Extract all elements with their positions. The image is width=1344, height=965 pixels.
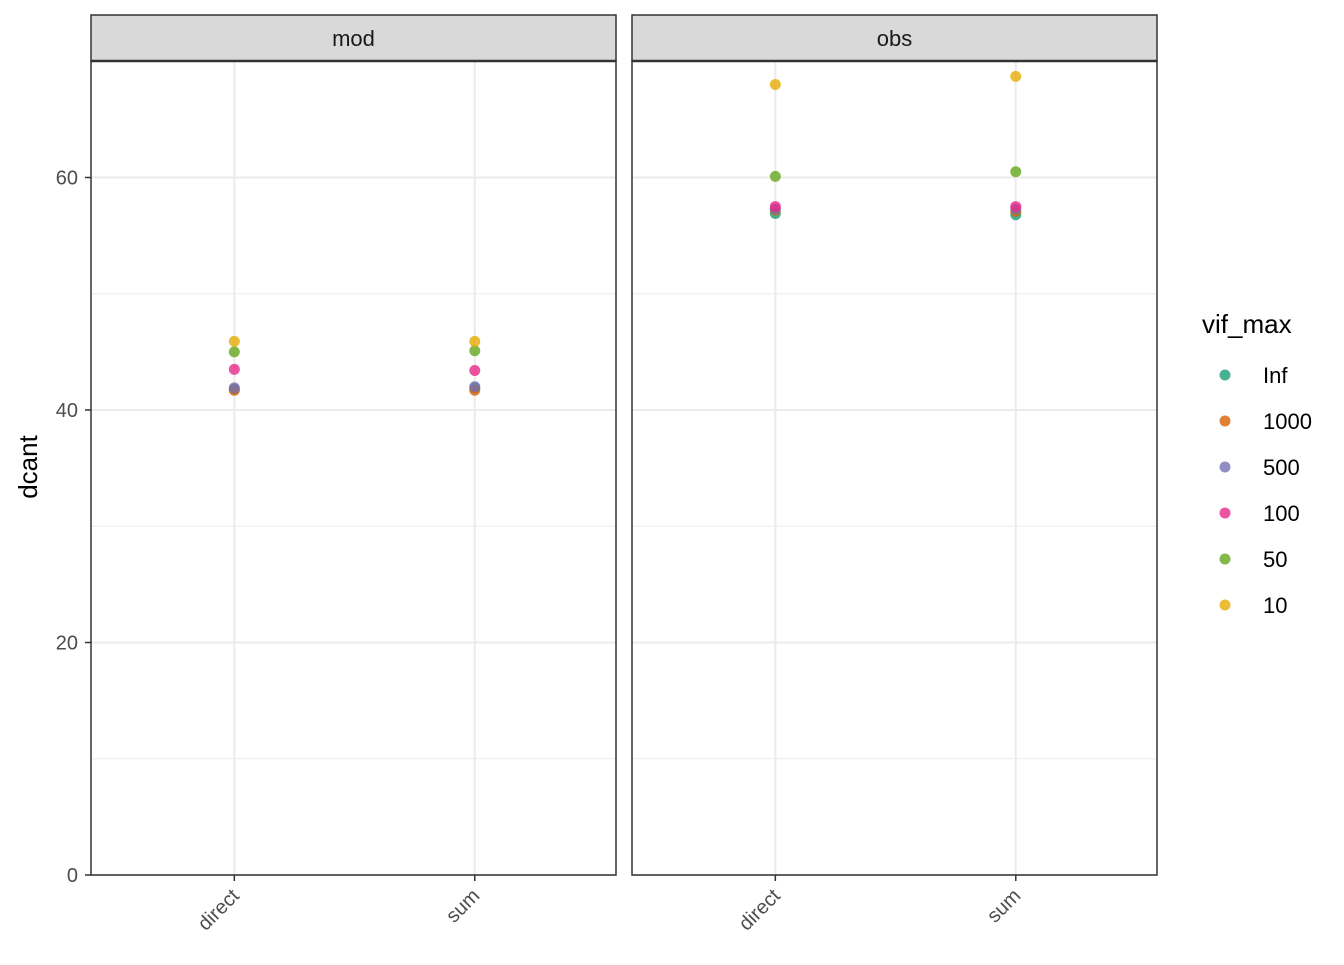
legend-label-500: 500 [1263, 455, 1300, 480]
data-point-mod-sum-500 [469, 381, 481, 393]
panel-background [91, 61, 616, 875]
legend-key-50 [1219, 553, 1231, 565]
facet-strip [631, 14, 1158, 62]
data-point-obs-direct-50 [769, 170, 781, 182]
legend-key-1000 [1219, 415, 1231, 427]
legend-key-Inf [1219, 369, 1231, 381]
data-point-mod-direct-10 [228, 335, 240, 347]
data-point-mod-direct-100 [228, 363, 240, 375]
data-point-mod-sum-100 [469, 364, 481, 376]
legend-key-500 [1219, 461, 1231, 473]
x-tick-label: direct [194, 885, 244, 935]
facet-label-mod: mod [332, 26, 375, 51]
legend-label-100: 100 [1263, 501, 1300, 526]
data-point-obs-direct-100 [769, 201, 781, 213]
x-tick-label: sum [442, 885, 484, 927]
data-point-mod-sum-50 [469, 345, 481, 357]
panel-background [632, 61, 1157, 875]
facet-strip [90, 14, 617, 62]
x-tick-label: direct [735, 885, 785, 935]
data-point-mod-sum-10 [469, 335, 481, 347]
data-point-mod-direct-50 [228, 346, 240, 358]
y-tick-label: 60 [56, 168, 78, 190]
y-tick-label: 0 [67, 865, 78, 887]
y-axis-title: dcant [13, 434, 43, 498]
data-point-obs-direct-10 [769, 79, 781, 90]
legend-label-Inf: Inf [1263, 363, 1288, 388]
facet-label-obs: obs [877, 26, 912, 51]
legend-label-10: 10 [1263, 593, 1287, 618]
legend-label-50: 50 [1263, 547, 1287, 572]
data-point-obs-sum-50 [1010, 166, 1022, 178]
legend-label-1000: 1000 [1263, 409, 1312, 434]
y-tick-label: 20 [56, 633, 78, 655]
data-point-obs-sum-100 [1010, 201, 1022, 213]
legend-key-100 [1219, 507, 1231, 519]
x-tick-label: sum [983, 885, 1025, 927]
data-point-mod-direct-500 [228, 382, 240, 394]
legend-title: vif_max [1202, 309, 1292, 339]
y-tick-label: 40 [56, 400, 78, 422]
data-point-obs-sum-10 [1010, 70, 1022, 82]
legend-key-10 [1219, 599, 1231, 611]
